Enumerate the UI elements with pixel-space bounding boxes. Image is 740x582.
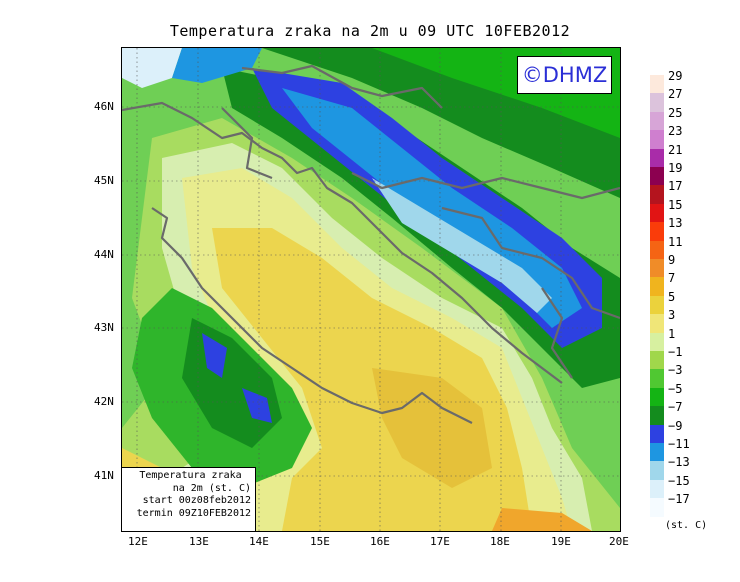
legend-swatch <box>650 277 664 297</box>
legend-swatch <box>650 443 664 462</box>
legend-swatch <box>650 424 664 444</box>
legend-label: −15 <box>668 473 690 488</box>
temperature-field <box>122 48 620 531</box>
map-title: Temperatura zraka na 2m u 09 UTC 10FEB20… <box>169 22 571 40</box>
legend-label: 19 <box>668 161 683 175</box>
legend-swatch <box>650 240 664 260</box>
lon-label-16e: 16E <box>370 535 390 548</box>
legend-label: 3 <box>668 308 676 323</box>
lon-label-14e: 14E <box>249 535 269 548</box>
info-line-3: start 00z08feb2012 <box>142 495 251 506</box>
legend-label: 5 <box>668 289 676 304</box>
dhmz-logo: ©DHMZ <box>517 56 612 94</box>
legend-unit: (st. C) <box>665 520 708 531</box>
legend-swatch <box>650 75 664 94</box>
lon-label-15e: 15E <box>310 535 330 548</box>
legend-label: −17 <box>668 492 690 507</box>
legend-label: −13 <box>668 455 690 470</box>
lat-label-45n: 45N <box>94 174 114 187</box>
legend-label: 23 <box>668 124 683 139</box>
legend-label: 9 <box>668 253 676 267</box>
legend-swatch <box>650 387 664 407</box>
legend-label: −5 <box>668 381 683 396</box>
legend-label: 11 <box>668 234 683 249</box>
legend-swatch <box>650 167 664 186</box>
legend-swatch <box>650 111 664 131</box>
lon-label-12e: 12E <box>128 535 148 548</box>
lon-label-19e: 19E <box>551 535 571 548</box>
legend-swatch <box>650 498 664 518</box>
legend-swatch <box>650 259 664 278</box>
legend-label: −3 <box>668 363 683 378</box>
legend-label: 13 <box>668 216 683 231</box>
info-box: Temperatura zraka na 2m (st. C) start 00… <box>122 467 256 531</box>
lon-label-20e: 20E <box>609 535 629 548</box>
legend-swatch <box>650 130 664 150</box>
legend-swatch <box>650 406 664 426</box>
lat-label-42n: 42N <box>94 395 114 408</box>
legend-label: 27 <box>668 87 683 102</box>
map-area: ©DHMZ Temperatura zraka na 2m (st. C) st… <box>121 47 621 532</box>
info-line-2: na 2m (st. C) <box>172 482 251 494</box>
legend-swatch <box>650 332 664 352</box>
legend-label: −9 <box>668 418 683 433</box>
legend-label: 1 <box>668 326 676 341</box>
legend-swatch <box>650 351 664 370</box>
legend-label: 25 <box>668 105 683 120</box>
legend-label: −1 <box>668 345 683 359</box>
legend-swatch <box>650 314 664 334</box>
legend-swatch <box>650 295 664 315</box>
legend-swatch <box>650 203 664 223</box>
info-line-4: termin 09Z10FEB2012 <box>136 507 251 519</box>
lat-label-44n: 44N <box>94 248 114 261</box>
info-line-1: Temperatura zraka <box>139 470 242 481</box>
lon-label-13e: 13E <box>189 535 209 548</box>
lon-label-18e: 18E <box>490 535 510 548</box>
legend-label: −7 <box>668 400 683 415</box>
legend-label: 17 <box>668 179 683 194</box>
lat-label-46n: 46N <box>94 100 114 113</box>
lat-label-41n: 41N <box>94 469 114 482</box>
legend-swatch <box>650 148 664 168</box>
legend-swatch <box>650 93 664 113</box>
legend-label: −11 <box>668 437 690 451</box>
lat-label-43n: 43N <box>94 321 114 334</box>
legend-label: 21 <box>668 142 683 157</box>
legend-label: 7 <box>668 271 676 286</box>
legend-swatch <box>650 185 664 205</box>
legend-swatch <box>650 461 664 481</box>
legend-swatch <box>650 479 664 499</box>
legend-label: 15 <box>668 197 683 212</box>
legend-label: 29 <box>668 69 683 83</box>
lon-label-17e: 17E <box>430 535 450 548</box>
legend-swatch <box>650 369 664 389</box>
legend-swatch <box>650 222 664 242</box>
